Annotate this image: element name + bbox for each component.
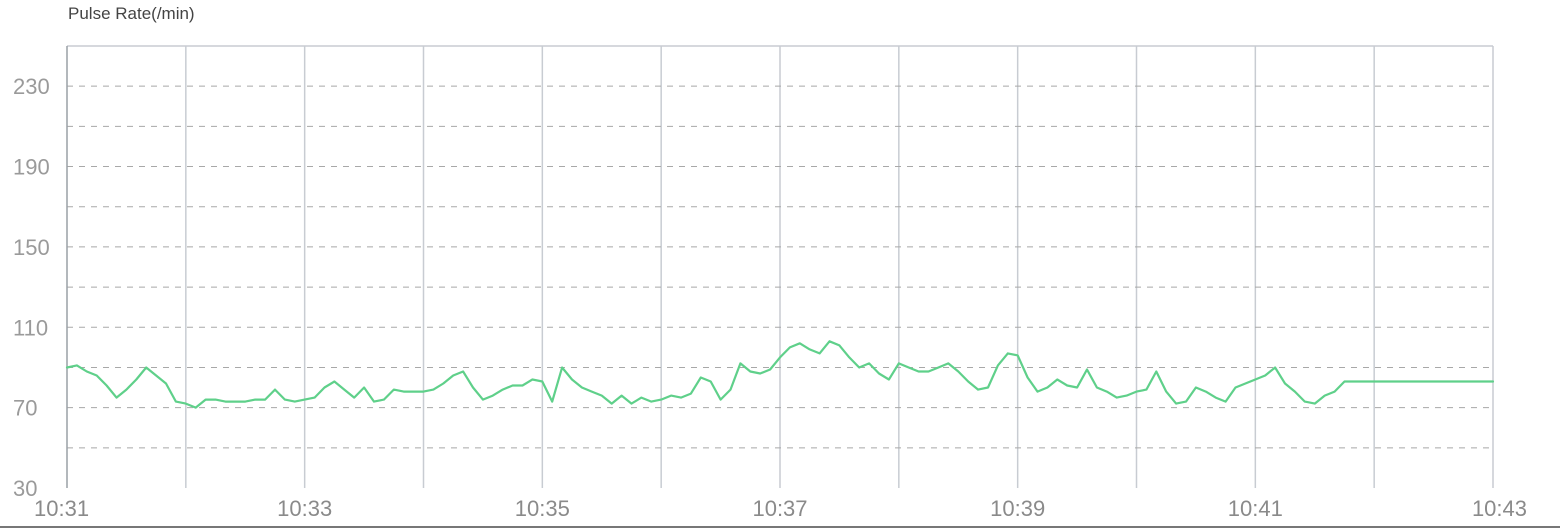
y-tick-label-150: 150 [13, 235, 50, 260]
x-axis-tick-labels: 10:31 10:33 10:35 10:37 10:39 10:41 10:43 [34, 496, 1527, 521]
y-tick-label-230: 230 [13, 74, 50, 99]
pulse-rate-series-line [65, 340, 1495, 409]
chart-title: Pulse Rate(/min) [68, 4, 195, 23]
x-tick-label: 10:39 [990, 496, 1045, 521]
x-tick-label: 10:41 [1228, 496, 1283, 521]
x-tick-label: 10:37 [752, 496, 807, 521]
series-layer [65, 340, 1495, 409]
plot-frame [66, 45, 1494, 488]
x-tick-label: 10:35 [515, 496, 570, 521]
x-tick-label: 10:43 [1472, 496, 1527, 521]
y-tick-label-70: 70 [13, 396, 37, 421]
x-tick-label: 10:31 [34, 496, 89, 521]
y-tick-label-110: 110 [13, 315, 48, 340]
y-tick-label-30: 30 [13, 476, 37, 501]
y-tick-label-190: 190 [13, 155, 50, 180]
y-axis-tick-labels: 30 70 110 150 190 230 [13, 74, 50, 501]
x-tick-label: 10:33 [277, 496, 332, 521]
vertical-grid [185, 46, 1375, 488]
horizontal-grid [67, 85, 1493, 449]
